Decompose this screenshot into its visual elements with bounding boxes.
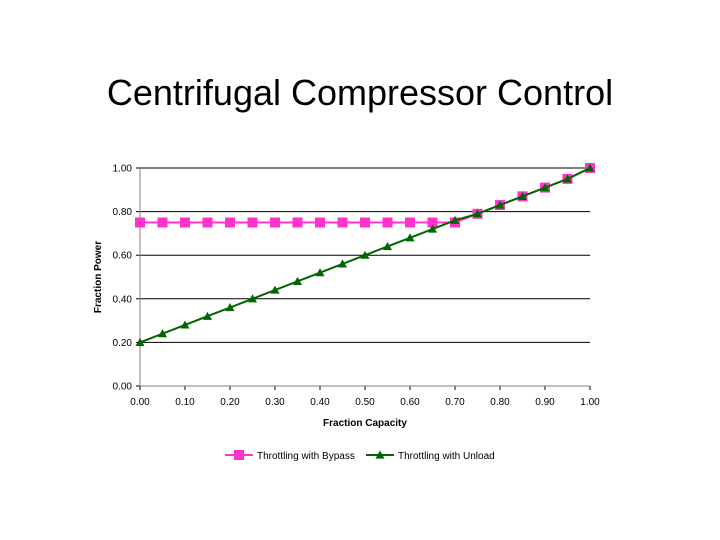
x-tick-label: 0.80 xyxy=(490,397,510,408)
series-2-point xyxy=(360,250,370,259)
series-1-point xyxy=(427,217,438,228)
series-2-point xyxy=(450,215,460,224)
x-tick-labels: 0.00 0.10 0.20 0.30 0.40 0.50 0.60 0.70 0.80 0.90… xyxy=(130,397,600,408)
axes xyxy=(136,167,591,390)
series-2-point xyxy=(405,233,415,242)
series-group xyxy=(135,163,595,346)
x-tick-label: 1.00 xyxy=(580,397,600,408)
series-2-point xyxy=(158,329,167,338)
y-axis-title: Fraction Power xyxy=(93,241,104,313)
x-tick-label: 0.50 xyxy=(355,397,375,408)
y-tick-label: 0.00 xyxy=(113,382,133,393)
legend: Throttling with Bypass Throttling with Un… xyxy=(225,450,495,462)
legend-marker-2 xyxy=(375,450,385,459)
series-1-point xyxy=(292,217,303,228)
series-2-point xyxy=(540,183,550,192)
y-tick-label: 0.40 xyxy=(113,294,133,305)
x-tick-label: 0.30 xyxy=(265,397,285,408)
series-2-point xyxy=(315,268,325,277)
series-1-point xyxy=(225,217,235,228)
series-1-point xyxy=(360,217,370,228)
series-2-point xyxy=(338,259,347,268)
series-1-point xyxy=(180,217,190,228)
series-2-point xyxy=(225,303,235,312)
series-2-point xyxy=(518,191,527,200)
series-1-point xyxy=(337,217,348,228)
series-1-point xyxy=(270,217,280,228)
series-2-point xyxy=(180,320,190,329)
legend-label-2: Throttling with Unload xyxy=(398,451,495,462)
x-tick-label: 0.00 xyxy=(130,397,150,408)
series-2-point xyxy=(563,174,572,183)
y-tick-labels: 0.00 0.20 0.40 0.60 0.80 1.00 xyxy=(113,164,133,393)
series-1-point xyxy=(247,217,258,228)
series-1-point xyxy=(157,217,168,228)
series-1-point xyxy=(202,217,213,228)
y-tick-label: 0.20 xyxy=(113,338,133,349)
x-tick-label: 0.60 xyxy=(400,397,420,408)
x-tick-label: 0.20 xyxy=(220,397,240,408)
y-tick-label: 1.00 xyxy=(113,164,133,175)
x-tick-label: 0.40 xyxy=(310,397,330,408)
series-2-point xyxy=(293,276,302,285)
series-2-point xyxy=(495,200,505,209)
x-axis-title: Fraction Capacity xyxy=(323,418,407,429)
x-tick-label: 0.90 xyxy=(535,397,555,408)
series-2-point xyxy=(585,163,595,172)
x-tick-label: 0.10 xyxy=(175,397,195,408)
series-1-point xyxy=(315,217,325,228)
legend-label-1: Throttling with Bypass xyxy=(257,451,355,462)
series-2-point xyxy=(203,311,212,320)
series-2-point xyxy=(383,241,392,251)
series-2-point xyxy=(428,224,437,233)
y-tick-label: 0.80 xyxy=(113,207,133,218)
series-2-point xyxy=(248,294,257,303)
series-2-point xyxy=(270,285,280,294)
y-tick-label: 0.60 xyxy=(113,251,133,262)
legend-marker-1 xyxy=(234,450,244,460)
slide-title: Centrifugal Compressor Control xyxy=(106,72,614,113)
x-tick-label: 0.70 xyxy=(445,397,465,408)
series-1-point xyxy=(405,217,415,228)
series-1-point xyxy=(135,217,145,228)
series-2-point xyxy=(135,337,145,346)
series-2-point xyxy=(473,209,482,218)
series-1-point xyxy=(382,217,393,228)
